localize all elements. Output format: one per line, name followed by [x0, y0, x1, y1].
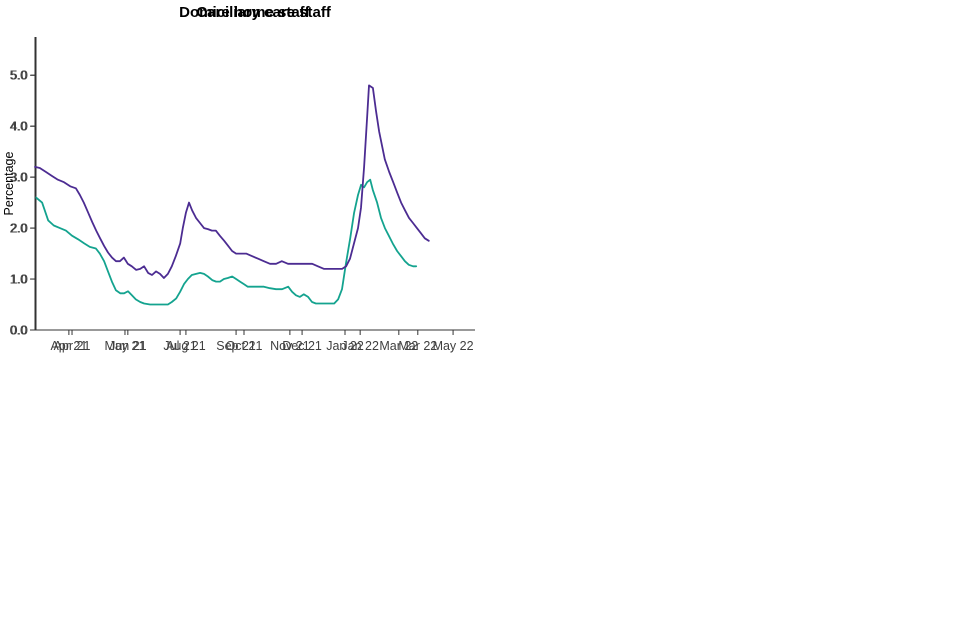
x-tick-label: Mar 22	[398, 339, 437, 353]
y-tick-label: 3.0	[11, 171, 28, 185]
data-line	[35, 178, 418, 306]
x-tick-label: Nov 21	[270, 339, 310, 353]
chart-title-care-home: Care home staff	[196, 4, 310, 21]
chart-title-domiciliary: Domiciliary care staff	[179, 4, 331, 21]
x-tick-label: Mar 22	[379, 339, 418, 353]
data-line	[34, 84, 430, 279]
chart-plot-0: 0.0 1.0 2.0 3.0 4.0 5.0 Apr 21 May 21 Jul 21 Sep …	[2, 37, 474, 353]
x-tick-label: Sep 21	[216, 339, 256, 353]
domiciliary-care-staff-chart: Domiciliary care staff 0.0 1.0 2.0 3.0 4.0 5.…	[0, 0, 480, 362]
x-tick-label: Jul 21	[163, 339, 196, 353]
x-tick-label: Jan 22	[341, 339, 379, 353]
y-tick-label: 5.0	[10, 69, 27, 83]
y-tick-label: 3.0	[10, 171, 27, 185]
care-home-staff-chart: Care home staff 0.0 1.0 2.0 3.0 4.0 5.0 Apr 21…	[0, 0, 480, 362]
y-tick-label: 2.0	[11, 222, 28, 236]
x-tick-label: Aug 21	[166, 339, 206, 353]
x-tick-label: Apr 21	[50, 339, 87, 353]
x-tick-label: Dec 21	[282, 339, 322, 353]
y-tick-label: 1.0	[10, 273, 27, 287]
y-tick-label: 2.0	[10, 222, 27, 236]
x-tick-label: Jan 22	[326, 339, 364, 353]
y-tick-label: 0.0	[10, 324, 27, 338]
x-tick-label: Apr 21	[54, 339, 91, 353]
y-tick-label: 0.0	[11, 324, 28, 338]
y-tick-label: 1.0	[11, 273, 28, 287]
x-tick-label: Oct 21	[226, 339, 263, 353]
y-axis-label: Percentage	[2, 151, 16, 215]
y-tick-label: 4.0	[11, 120, 28, 134]
y-tick-label: 5.0	[11, 69, 28, 83]
y-tick-label: 4.0	[10, 120, 27, 134]
chart-plot-1: 0.0 1.0 2.0 3.0 4.0 5.0 Apr 21 Jun 21 Aug 21 Oct …	[10, 37, 475, 353]
x-tick-label: May 21	[104, 339, 145, 353]
x-tick-label: Jun 21	[109, 339, 147, 353]
x-tick-label: May 22	[433, 339, 474, 353]
